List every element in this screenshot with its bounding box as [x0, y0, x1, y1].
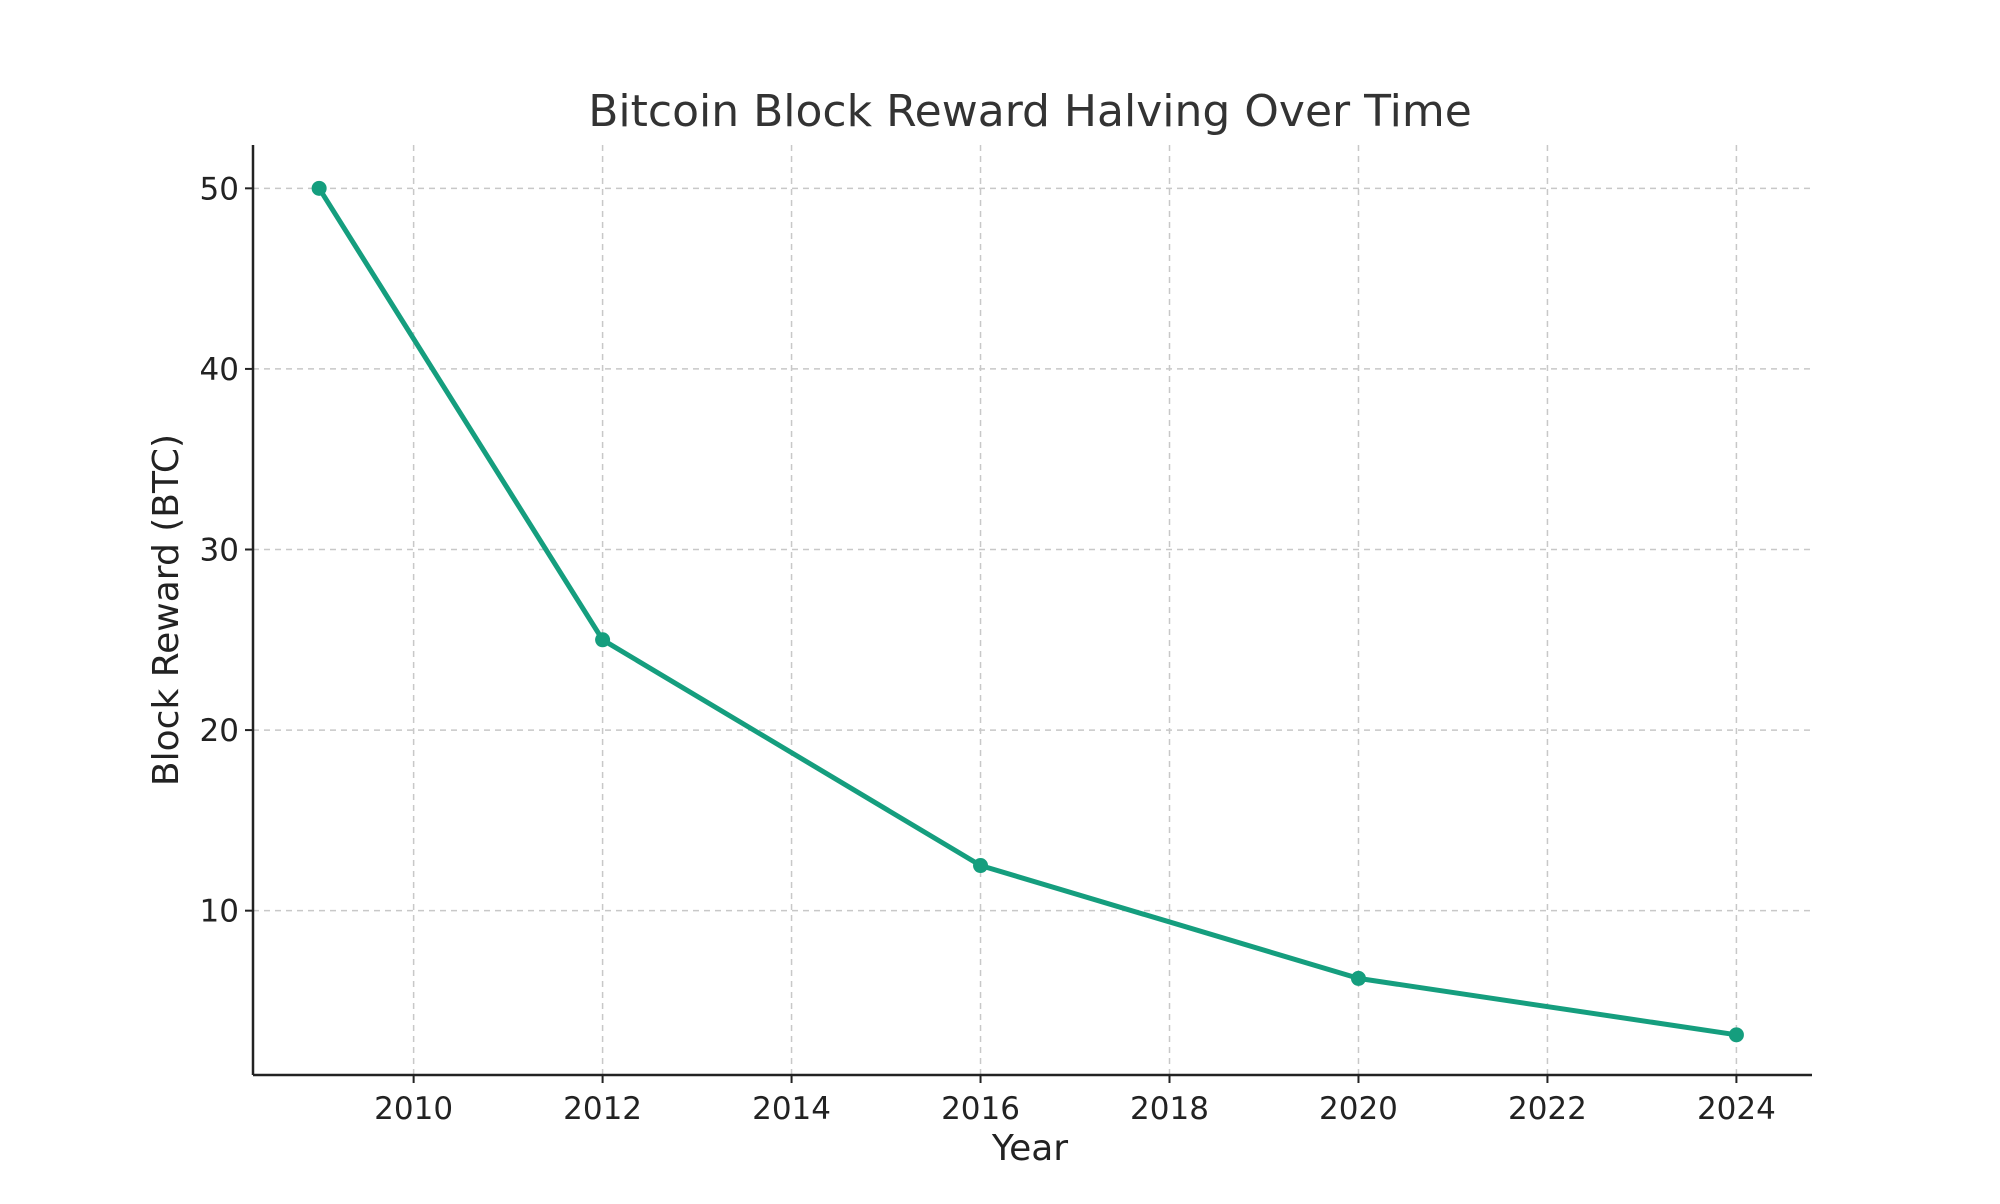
tick-labels: 2010 2012 2014 2016 2018 2020 2022 2024 10 20 30 40…: [200, 171, 1776, 1127]
x-tick-label: 2018: [1130, 1091, 1209, 1127]
y-tick-label: 50: [200, 171, 239, 207]
x-tick-label: 2014: [752, 1091, 831, 1127]
y-tick-label: 10: [200, 894, 239, 930]
data-series: [311, 180, 1744, 1043]
y-tick-label: 40: [200, 352, 239, 388]
x-axis-label: Year: [991, 1128, 1068, 1169]
x-tick-label: 2010: [374, 1091, 453, 1127]
x-tick-label: 2016: [941, 1091, 1020, 1127]
x-tick-label: 2022: [1508, 1091, 1587, 1127]
x-tick-label: 2020: [1319, 1091, 1398, 1127]
grid-lines: [253, 145, 1812, 1075]
data-point-marker: [1350, 970, 1366, 986]
chart-title: Bitcoin Block Reward Halving Over Time: [588, 86, 1472, 137]
y-tick-label: 20: [200, 713, 239, 749]
y-tick-label: 30: [200, 533, 239, 569]
data-point-marker: [595, 632, 611, 648]
data-point-marker: [311, 180, 327, 196]
y-axis-label: Block Reward (BTC): [146, 434, 187, 786]
x-tick-label: 2012: [563, 1091, 642, 1127]
data-point-marker: [1728, 1027, 1744, 1043]
x-tick-label: 2024: [1697, 1091, 1776, 1127]
data-point-marker: [973, 858, 989, 874]
axes: [245, 145, 1812, 1083]
